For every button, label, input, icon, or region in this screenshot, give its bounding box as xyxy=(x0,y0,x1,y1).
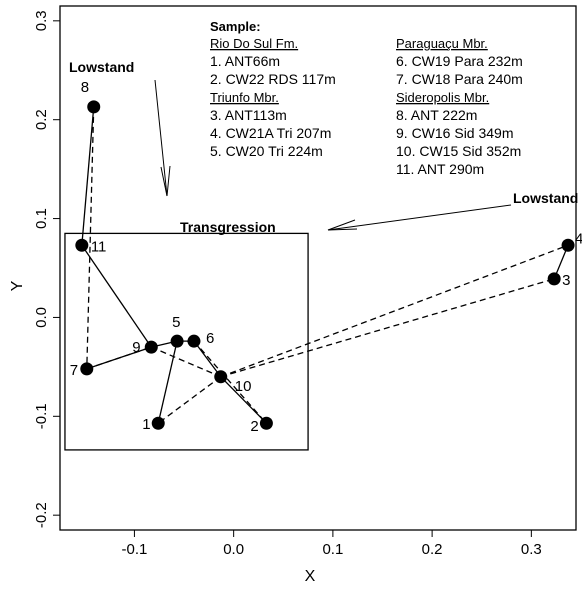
connection-lines xyxy=(81,106,569,424)
x-axis: -0.1 0.0 0.1 0.2 0.3 xyxy=(121,530,542,558)
dashed-segment xyxy=(193,340,267,424)
legend-group-triunfo: Triunfo Mbr. xyxy=(210,90,279,105)
point-label-9: 9 xyxy=(132,339,140,356)
point-11 xyxy=(75,238,89,252)
y-tick-label: -0.2 xyxy=(33,502,50,528)
y-axis: -0.2 -0.1 0.0 0.1 0.2 0.3 xyxy=(33,10,60,528)
arrow-left-icon xyxy=(154,79,171,197)
dashed-segment xyxy=(86,106,95,369)
point-label-10: 10 xyxy=(235,378,252,395)
point-4 xyxy=(561,238,575,252)
point-label-5: 5 xyxy=(172,314,180,331)
dashed-segment xyxy=(86,346,152,370)
solid-segment xyxy=(81,106,95,246)
point-label-6: 6 xyxy=(206,330,214,347)
legend-item-10: 10. CW15 Sid 352m xyxy=(396,143,521,159)
annotation-lowstand-left: Lowstand xyxy=(69,59,134,75)
legend-heading: Sample: xyxy=(210,19,261,34)
y-tick-label: 0.3 xyxy=(33,10,50,31)
y-tick-label: -0.1 xyxy=(33,403,50,429)
annotation-transgression: Transgression xyxy=(180,219,276,235)
annotation-lowstand-right: Lowstand xyxy=(513,190,578,206)
x-tick-label: -0.1 xyxy=(121,541,147,558)
y-axis-title: Y xyxy=(9,280,26,291)
point-label-3: 3 xyxy=(562,272,570,289)
dashed-segment xyxy=(220,278,555,378)
point-label-2: 2 xyxy=(250,418,258,435)
point-label-4: 4 xyxy=(575,230,582,247)
y-tick-label: 0.1 xyxy=(33,208,50,229)
legend-item-2: 2. CW22 RDS 117m xyxy=(210,71,336,87)
y-tick-label: 0.0 xyxy=(33,307,50,328)
legend-group-sideropolis: Sideropolis Mbr. xyxy=(396,90,489,105)
point-2 xyxy=(259,416,273,430)
point-9 xyxy=(144,340,158,354)
legend-item-7: 7. CW18 Para 240m xyxy=(396,71,523,87)
point-7 xyxy=(80,362,94,376)
solid-segment xyxy=(157,341,178,424)
legend-item-4: 4. CW21A Tri 207m xyxy=(210,125,331,141)
x-tick-label: 0.1 xyxy=(322,541,343,558)
solid-segment xyxy=(193,340,222,378)
x-tick-label: 0.3 xyxy=(521,541,542,558)
dashed-segment xyxy=(151,346,222,378)
point-label-11: 11 xyxy=(91,238,107,255)
dashed-segment xyxy=(157,376,222,424)
point-10 xyxy=(214,370,228,384)
legend-item-5: 5. CW20 Tri 224m xyxy=(210,143,323,159)
legend-item-8: 8. ANT 222m xyxy=(396,107,477,123)
point-8 xyxy=(87,100,101,114)
arrow-right-icon xyxy=(327,204,512,231)
point-5 xyxy=(170,334,184,348)
point-label-7: 7 xyxy=(70,362,78,379)
solid-segment xyxy=(220,376,267,424)
legend-group-paraguacu: Paraguaçu Mbr. xyxy=(396,36,488,51)
legend-item-1: 1. ANT66m xyxy=(210,53,280,69)
point-label-8: 8 xyxy=(81,79,89,96)
solid-segment xyxy=(81,244,152,348)
x-axis-title: X xyxy=(305,568,316,585)
point-6 xyxy=(187,334,201,348)
legend-item-6: 6. CW19 Para 232m xyxy=(396,53,523,69)
legend-group-rio-do-sul: Rio Do Sul Fm. xyxy=(210,36,298,51)
plot-frame xyxy=(59,5,577,531)
legend-item-11: 11. ANT 290m xyxy=(396,161,484,177)
x-tick-label: 0.2 xyxy=(422,541,443,558)
legend-item-9: 9. CW16 Sid 349m xyxy=(396,125,514,141)
legend: Sample: Rio Do Sul Fm. 1. ANT66m 2. CW22… xyxy=(210,19,523,177)
point-label-1: 1 xyxy=(142,416,150,433)
data-points: 1 2 3 4 5 6 7 8 9 10 11 xyxy=(70,79,582,435)
y-tick-label: 0.2 xyxy=(33,109,50,130)
transgression-box xyxy=(64,232,309,451)
dashed-segment xyxy=(220,244,569,378)
legend-item-3: 3. ANT113m xyxy=(210,107,287,123)
x-tick-label: 0.0 xyxy=(223,541,244,558)
point-1 xyxy=(151,416,165,430)
point-3 xyxy=(547,272,561,286)
